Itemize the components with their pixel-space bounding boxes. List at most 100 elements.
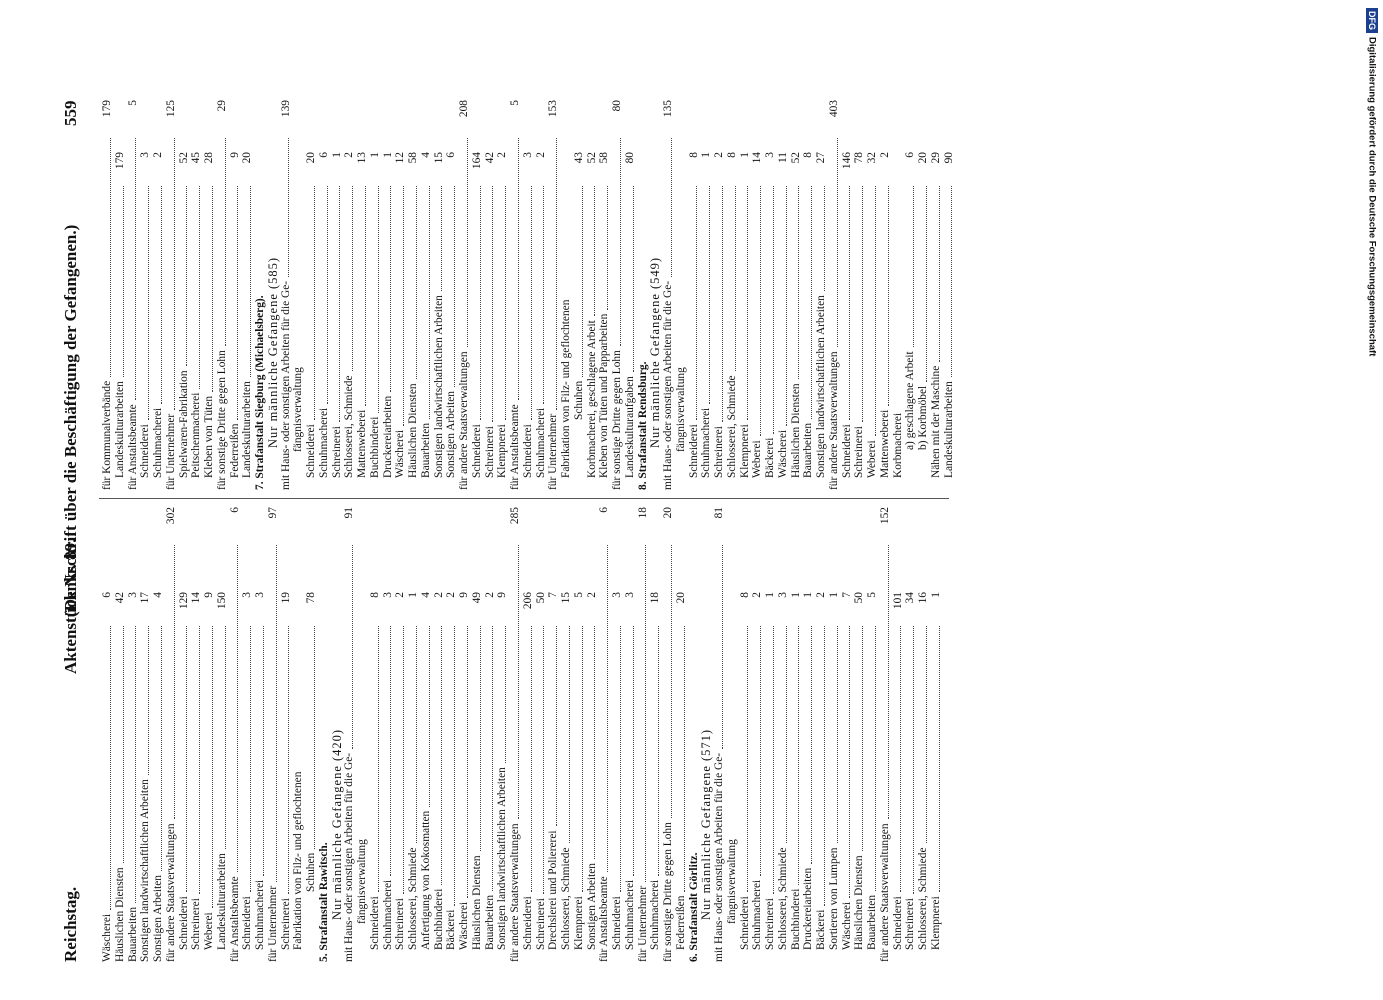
row-label: für Anstaltsbeamte (228, 876, 241, 962)
dot-leader (849, 186, 851, 421)
dot-leader (186, 186, 188, 367)
row-label: für sonstige Dritte gegen Lohn (662, 822, 674, 962)
row-label: Wäscherei (394, 429, 407, 478)
dot-leader (925, 626, 927, 844)
dot-leader (313, 186, 315, 421)
table-row: Schreinerei 50 (535, 507, 548, 962)
row-label: Bauarbeiten (419, 422, 432, 478)
row-value: 4 (152, 592, 164, 598)
page-number: 559 (61, 100, 80, 127)
table-row: Kleben von Tüten und Papparbeiten 58 (598, 100, 611, 490)
dot-leader (466, 138, 468, 348)
dot-leader (364, 186, 366, 406)
header-left: Reichstag. (61, 886, 80, 962)
row-value: 42 (483, 152, 496, 164)
dot-leader (632, 626, 634, 876)
dot-leader (823, 186, 825, 292)
dot-leader (530, 626, 532, 893)
dot-leader (823, 626, 825, 906)
table-row: Bäckerei 2 (445, 507, 458, 962)
dot-leader (326, 186, 328, 404)
dfg-logo: DFG (1366, 8, 1378, 33)
dot-leader (517, 545, 519, 820)
row-value: 2 (152, 152, 164, 158)
row-total: 403 (827, 100, 840, 118)
table-row: Bauarbeiten 2 (484, 507, 497, 962)
row-label: Schuhmacherei (751, 879, 764, 950)
row-label: Schuhen (305, 852, 317, 892)
row-value: 150 (215, 592, 228, 610)
table-row: Schneiderei 3 (241, 507, 254, 962)
row-total: 285 (509, 507, 521, 525)
row-label: Wäscherei (840, 901, 853, 950)
row-label: Schlosserei, Schmiede (343, 375, 356, 479)
row-value: 78 (853, 152, 866, 164)
row-value: 6 (317, 152, 330, 158)
table-row: Wäscherei 12 (394, 100, 407, 490)
table-row: Klempnerei 2 (496, 100, 509, 490)
dot-leader (709, 186, 710, 404)
table-row: Schneiderei 3 (611, 507, 624, 962)
dot-leader (160, 626, 162, 871)
table-row: für Unternehmer 125 (165, 100, 178, 490)
row-label: für andere Staatsverwaltungen (509, 823, 521, 962)
row-label: Buchbinderei (432, 888, 445, 950)
table-row: Schuhmacherei 3 (624, 507, 637, 962)
row-total: 5 (126, 100, 139, 106)
table-row: für Anstaltsbeamte 6 (598, 507, 611, 962)
dot-leader (505, 186, 506, 421)
table-row: für Anstaltsbeamte 5 (127, 100, 140, 490)
row-label: Sonstigen Arbeiten (152, 874, 164, 962)
dot-leader (224, 138, 226, 347)
dot-leader (352, 545, 353, 749)
row-label: Schreinerei (713, 426, 725, 478)
row-value: 20 (917, 152, 929, 164)
row-label: Schuhen (572, 380, 585, 420)
dot-leader (785, 186, 787, 426)
dot-leader (352, 186, 353, 372)
row-label: Schreinerei (279, 898, 292, 950)
row-label: Buchbinderei (368, 416, 381, 478)
row-value: 42 (113, 592, 126, 604)
table-row: Schneiderei 101 (892, 507, 905, 962)
table-row: Schuhmacherei 3 (254, 507, 267, 962)
dot-leader (288, 626, 290, 895)
row-label: Spielwaren-Fabrikation (177, 370, 190, 478)
table-row: für sonstige Dritte gegen Lohn 80 (611, 100, 624, 490)
dot-leader (415, 186, 417, 380)
row-value: 1 (368, 152, 381, 158)
dot-leader (938, 626, 940, 893)
row-value: 3 (241, 592, 254, 598)
row-total: 179 (101, 100, 113, 118)
row-value: 2 (585, 592, 598, 598)
dot-leader (645, 545, 647, 882)
row-label: Schneiderei (521, 896, 534, 950)
table-row: Schlosserei, Schmiede 16 (917, 507, 930, 962)
table-row: Korbmacherei, geschlagene Arbeit 52 (586, 100, 599, 490)
row-label: 7. Strafanstalt Siegburg (Michaelsberg). (254, 295, 266, 490)
row-label: fängnisverwaltung (674, 367, 687, 452)
row-value: 49 (470, 592, 483, 604)
table-row: fängnisverwaltung (292, 100, 305, 490)
row-label: Schreinerei (764, 898, 776, 950)
table-row: Schlosserei, Schmiede 2 (343, 100, 356, 490)
table-row: Schreinerei 2 (713, 100, 726, 490)
dot-leader (403, 626, 404, 895)
row-label: Sonstigen landwirtschaftlichen Arbeiten (815, 295, 827, 478)
row-value: 3 (764, 152, 776, 158)
row-label: Landeskulturarbeiten (113, 381, 126, 478)
row-label: Schreinerei (534, 898, 547, 950)
table-row: Klempnerei 1 (930, 507, 943, 962)
row-total: 153 (547, 100, 560, 118)
dot-leader (479, 186, 481, 421)
row-value: 8 (802, 152, 815, 158)
row-total: 91 (343, 507, 356, 519)
dot-leader (619, 138, 621, 347)
row-total: 139 (279, 100, 292, 118)
row-label: Wäscherei (458, 901, 470, 950)
row-label: Mattenweberei (356, 409, 368, 478)
table-row: mit Haus- oder sonstigen Arbeiten für di… (343, 507, 356, 962)
row-value: 1 (789, 592, 802, 598)
table-row: Mattenweberei 2 (879, 100, 892, 490)
dot-leader (670, 545, 672, 819)
